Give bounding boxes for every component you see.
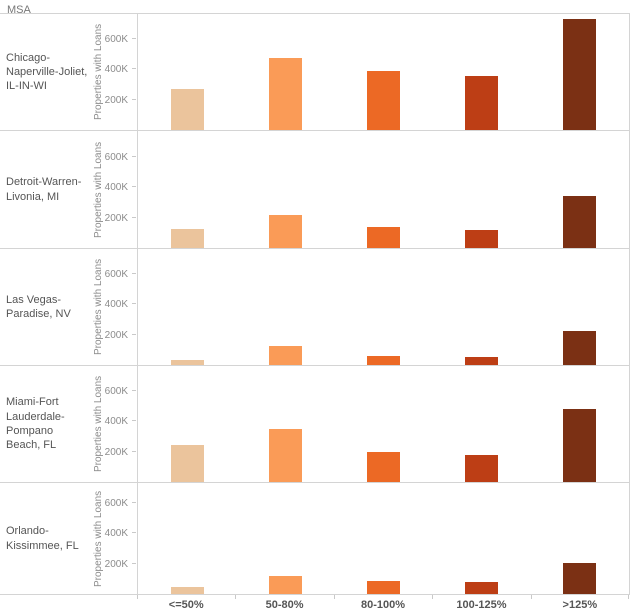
panel-rows: Chicago-Naperville-Joliet, IL-IN-WI Prope… xyxy=(0,14,630,595)
x-tick-mark xyxy=(333,595,335,599)
y-tick-mark xyxy=(132,186,136,187)
bar-<=50%[interactable] xyxy=(170,88,204,130)
y-tick-label: 200K xyxy=(104,329,128,341)
chart-header: MSA xyxy=(0,0,630,16)
y-tick-mark xyxy=(132,501,136,503)
bar-100-125%[interactable] xyxy=(465,75,499,130)
y-tick-label: 600K xyxy=(104,497,128,509)
y-tick-label: 400K xyxy=(104,528,128,539)
chart-title: MSA xyxy=(7,4,31,16)
msa-panel-row: Chicago-Naperville-Joliet, IL-IN-WI Prope… xyxy=(0,14,630,131)
row-label-msa: Miami-Fort Lauderdale-Pompano Beach, FL xyxy=(6,396,65,452)
y-tick-mark xyxy=(132,532,136,533)
x-axis-label: 100-125% xyxy=(456,599,507,611)
row-label-msa: Detroit-Warren-Livonia, MI xyxy=(6,176,82,203)
panel-plot-area xyxy=(137,131,629,248)
row-label-msa: Chicago-Naperville-Joliet, IL-IN-WI xyxy=(6,51,88,93)
bar-100-125%[interactable] xyxy=(465,356,499,365)
y-axis: Properties with Loans 200K 400K 600K xyxy=(92,366,137,482)
y-tick-label: 200K xyxy=(104,446,128,458)
x-tick-mark xyxy=(628,595,629,599)
y-tick-label: 200K xyxy=(104,212,128,224)
y-tick-mark xyxy=(132,333,136,335)
bar-50-80%[interactable] xyxy=(268,428,302,482)
y-axis: Properties with Loans 200K 400K 600K xyxy=(92,483,137,594)
bar-50-80%[interactable] xyxy=(268,345,302,365)
bar-50-80%[interactable] xyxy=(268,58,302,130)
y-tick-label: 400K xyxy=(104,416,128,427)
msa-panel-row: Las Vegas-Paradise, NV Properties with Lo… xyxy=(0,249,630,366)
y-tick-mark xyxy=(132,303,136,304)
panel-plot-area xyxy=(137,14,629,130)
bar->125%[interactable] xyxy=(563,408,597,482)
bar->125%[interactable] xyxy=(563,562,597,594)
y-tick-label: 400K xyxy=(104,64,128,75)
bar-<=50%[interactable] xyxy=(170,360,204,365)
y-tick-mark xyxy=(132,389,136,391)
y-tick-mark xyxy=(132,450,136,452)
bar-100-125%[interactable] xyxy=(465,454,499,482)
y-tick-mark xyxy=(132,272,136,274)
y-tick-label: 200K xyxy=(104,558,128,570)
panel-plot-area xyxy=(137,249,629,365)
bar-<=50%[interactable] xyxy=(170,587,204,594)
bar-100-125%[interactable] xyxy=(465,581,499,594)
bar-50-80%[interactable] xyxy=(268,215,302,248)
y-tick-mark xyxy=(132,562,136,564)
y-tick-mark xyxy=(132,98,136,100)
x-tick-mark xyxy=(235,595,237,599)
y-axis: Properties with Loans 200K 400K 600K xyxy=(92,14,137,130)
y-axis-title: Properties with Loans xyxy=(93,23,104,121)
x-axis-label: 80-100% xyxy=(360,599,406,611)
bar-80-100%[interactable] xyxy=(367,227,400,248)
bar-80-100%[interactable] xyxy=(367,355,400,365)
x-axis-label: >125% xyxy=(562,599,598,611)
panel-plot-area xyxy=(137,483,629,594)
x-axis-label: <=50% xyxy=(168,599,204,611)
bar-80-100%[interactable] xyxy=(367,452,400,482)
bar->125%[interactable] xyxy=(563,331,597,365)
x-tick-mark xyxy=(432,595,434,599)
x-axis-label: 50-80% xyxy=(265,599,304,611)
bar-<=50%[interactable] xyxy=(170,444,204,482)
y-tick-label: 600K xyxy=(104,268,128,280)
msa-panel-row: Detroit-Warren-Livonia, MI Properties wit… xyxy=(0,131,630,249)
y-tick-mark xyxy=(132,216,136,218)
bar-80-100%[interactable] xyxy=(367,581,400,594)
y-tick-label: 200K xyxy=(104,94,128,106)
row-label-msa: Orlando-Kissimmee, FL xyxy=(6,525,79,552)
bar-<=50%[interactable] xyxy=(170,228,204,248)
y-tick-mark xyxy=(132,155,136,157)
y-tick-label: 600K xyxy=(104,151,128,163)
bar->125%[interactable] xyxy=(563,196,597,248)
y-axis-title: Properties with Loans xyxy=(93,375,104,473)
row-label-msa: Las Vegas-Paradise, NV xyxy=(6,293,71,320)
bar-50-80%[interactable] xyxy=(268,575,302,594)
y-axis-title: Properties with Loans xyxy=(93,258,104,356)
msa-panel-row: Miami-Fort Lauderdale-Pompano Beach, FL P… xyxy=(0,366,630,483)
y-tick-label: 400K xyxy=(104,182,128,193)
x-axis-labels: <=50% 50-80% 80-100% 100-125% >125% xyxy=(137,595,629,616)
msa-panel-row: Orlando-Kissimmee, FL Properties with Loa… xyxy=(0,483,630,595)
y-tick-label: 600K xyxy=(104,33,128,45)
y-tick-label: 600K xyxy=(104,385,128,397)
y-tick-mark xyxy=(132,68,136,69)
y-tick-mark xyxy=(132,37,136,39)
y-tick-label: 400K xyxy=(104,299,128,310)
x-axis: <=50% 50-80% 80-100% 100-125% >125% xyxy=(0,595,630,616)
y-tick-mark xyxy=(132,420,136,421)
bar->125%[interactable] xyxy=(563,19,597,130)
bar-100-125%[interactable] xyxy=(465,229,499,248)
x-tick-mark xyxy=(530,595,532,599)
y-axis-title: Properties with Loans xyxy=(93,141,104,238)
y-axis: Properties with Loans 200K 400K 600K xyxy=(92,249,137,365)
panel-plot-area xyxy=(137,366,629,482)
y-axis: Properties with Loans 200K 400K 600K xyxy=(92,131,137,248)
bar-80-100%[interactable] xyxy=(367,70,400,130)
x-tick-mark xyxy=(137,595,138,599)
y-axis-title: Properties with Loans xyxy=(93,490,104,587)
